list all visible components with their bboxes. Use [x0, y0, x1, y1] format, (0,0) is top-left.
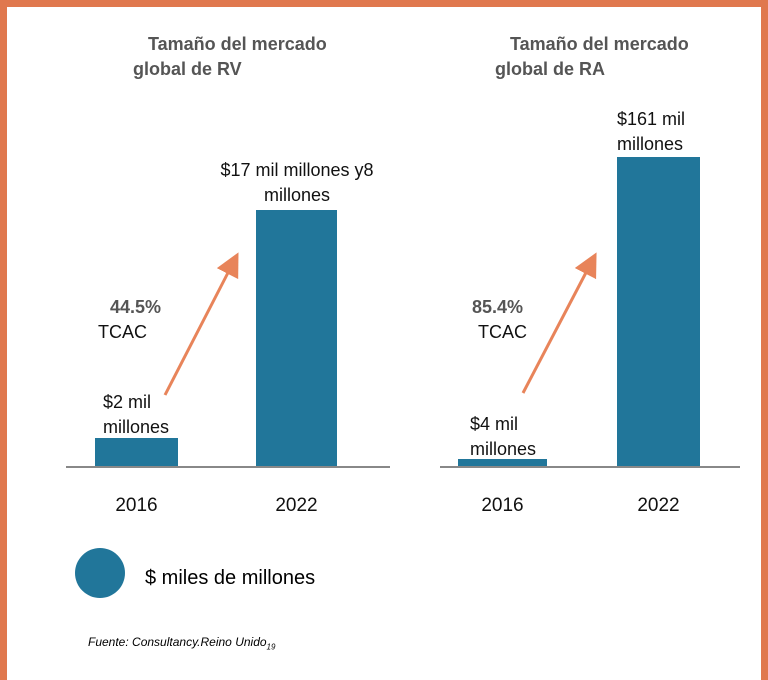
x-tick-label: 2016 [115, 495, 158, 516]
growth-arrow [521, 252, 597, 394]
source-note: 19 [266, 642, 276, 652]
arrows [75, 252, 597, 598]
bar [95, 438, 178, 467]
bar [256, 209, 337, 467]
source-text: Fuente: Consultancy.Reino Unido [88, 635, 267, 649]
growth-arrow [163, 252, 239, 396]
x-tick-label: 2016 [481, 495, 524, 516]
cagr-value: 44.5% [110, 297, 162, 317]
cagr-label: TCAC [98, 322, 147, 342]
cagr-value: 85.4% [472, 297, 524, 317]
chart-title: Tamaño del mercado global de RV [133, 34, 327, 79]
value-label: $17 mil millones y8 millones [220, 160, 374, 205]
value-label: $161 mil millones [617, 109, 686, 154]
value-label: $4 mil millones [470, 414, 537, 459]
value-label: $2 mil millones [103, 392, 170, 437]
x-axis [440, 466, 740, 468]
legend-swatch [75, 548, 125, 598]
source: Fuente: Consultancy.Reino Unido19 [88, 635, 275, 651]
x-tick-label: 2022 [275, 495, 318, 516]
cagr-label: TCAC [478, 322, 527, 342]
x-axis [66, 466, 390, 468]
bar [458, 459, 547, 467]
bar [617, 156, 700, 467]
x-tick-label: 2022 [637, 495, 680, 516]
chart-title: Tamaño del mercado global de RA [495, 34, 689, 79]
legend-label: $ miles de millones [145, 567, 316, 589]
